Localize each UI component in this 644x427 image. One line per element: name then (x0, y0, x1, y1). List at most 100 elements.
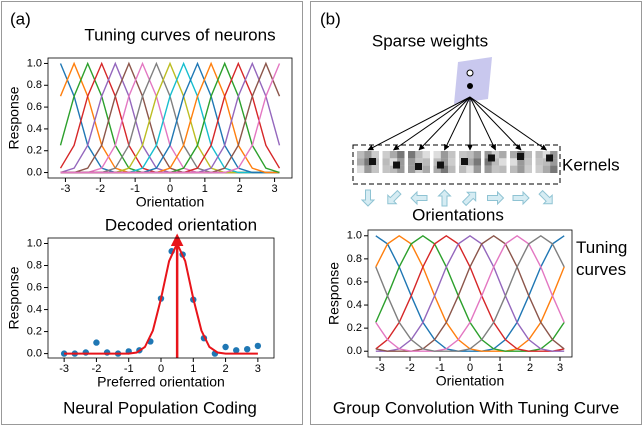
diagram (357, 97, 558, 206)
kernel (485, 151, 507, 173)
series-line (376, 236, 564, 351)
kernel-cell (517, 166, 524, 173)
kernel-dot (437, 162, 444, 169)
tuning-label: Tuning curves (576, 237, 632, 281)
x-tick-label: 2 (527, 362, 533, 374)
orientation-arrow (411, 192, 427, 204)
kernel (434, 151, 456, 173)
y-tick-label: 0.0 (27, 166, 42, 178)
kernel-cell (474, 166, 481, 173)
series-line (376, 236, 564, 351)
panel-label: (b) (320, 9, 341, 28)
y-tick-label: 0.6 (27, 101, 42, 113)
y-tick-label: 0.6 (27, 281, 42, 293)
y-axis-label: Response (6, 86, 22, 149)
kernel-cell (372, 166, 379, 173)
kernel-cell (499, 151, 506, 158)
kernel-cell (466, 166, 473, 173)
chart-title: Decoded orientation (105, 215, 257, 234)
series-line (376, 236, 564, 351)
data-point (244, 346, 250, 352)
x-tick-label: -3 (59, 363, 69, 375)
series-line (376, 236, 564, 351)
kernel-cell (372, 151, 379, 158)
orientation-arrow (463, 192, 476, 205)
data-point (233, 347, 239, 353)
weight-node (467, 70, 473, 76)
kernel-cell (525, 166, 532, 173)
x-tick-label: 3 (272, 183, 278, 195)
kernel-cell (492, 166, 499, 173)
kernel-cell (499, 158, 506, 165)
series-line (64, 244, 258, 354)
weight-node (467, 83, 473, 89)
panel-label: (a) (10, 9, 31, 28)
kernel-cell (474, 158, 481, 165)
y-tick-label: 0.4 (27, 303, 42, 315)
y-tick-label: 1.0 (27, 57, 42, 69)
orientation-arrow (388, 191, 401, 204)
kernel-cell (383, 166, 390, 173)
figure-canvas: (a) Neural Population Coding (b) Group C… (0, 0, 644, 427)
weight-arrow (368, 97, 470, 150)
x-tick-label: -2 (95, 183, 105, 195)
kernel-dot (415, 163, 422, 170)
sparse-label: Sparse weights (372, 31, 488, 50)
kernel-cell (448, 151, 455, 158)
panel-caption: Neural Population Coding (63, 398, 257, 417)
weight-arrow (470, 97, 496, 150)
y-tick-label: 0.2 (27, 145, 42, 157)
kernel-dot (393, 162, 400, 169)
chart: Decoded orientation0.00.20.40.60.81.0-3-… (6, 215, 274, 389)
weight-arrow (445, 97, 471, 150)
chart: Tuning curves of neurons0.00.20.40.60.81… (6, 25, 292, 209)
kernel-dot (369, 158, 376, 165)
kernel-cell (525, 151, 532, 158)
y-tick-label: 0.2 (27, 325, 42, 337)
x-tick-label: -2 (405, 362, 415, 374)
series-line (376, 236, 564, 351)
x-tick-label: 3 (557, 362, 563, 374)
x-tick-label: -3 (375, 362, 385, 374)
kernel-cell (510, 158, 517, 165)
y-tick-label: 0.8 (27, 79, 42, 91)
kernel-cell (543, 166, 550, 173)
kernel-dot (488, 154, 495, 161)
kernel-dot (461, 158, 468, 165)
kernel-cell (499, 166, 506, 173)
kernel-cell (364, 151, 371, 158)
kernel-cell (485, 166, 492, 173)
x-axis-label: Orientation (436, 373, 504, 389)
plot-frame (368, 230, 572, 357)
kernel-cell (383, 151, 390, 158)
kernel (459, 151, 481, 173)
kernel-cell (536, 158, 543, 165)
kernel (510, 151, 532, 173)
kernel-cell (423, 151, 430, 158)
kernel-cell (448, 158, 455, 165)
kernel-cell (423, 158, 430, 165)
orientation-arrow (362, 190, 374, 206)
weight-plane (454, 57, 492, 104)
kernel (408, 151, 430, 173)
orientation-arrow (488, 192, 504, 204)
data-point (222, 344, 228, 350)
kernel (383, 151, 405, 173)
data-point (255, 343, 261, 349)
y-tick-label: 0.8 (347, 253, 362, 265)
kernel (536, 151, 558, 173)
series-line (376, 236, 564, 351)
kernel-cell (357, 166, 364, 173)
y-tick-label: 1.0 (347, 230, 362, 242)
series-line (376, 236, 564, 351)
kernel (357, 151, 379, 173)
kernel-cell (536, 151, 543, 158)
y-tick-label: 0.8 (27, 259, 42, 271)
panel-frame (2, 2, 303, 425)
kernel-cell (364, 166, 371, 173)
orientation-arrow (513, 192, 529, 204)
weight-arrow (470, 97, 521, 150)
kernel-cell (408, 158, 415, 165)
y-tick-label: 0.4 (27, 123, 42, 135)
